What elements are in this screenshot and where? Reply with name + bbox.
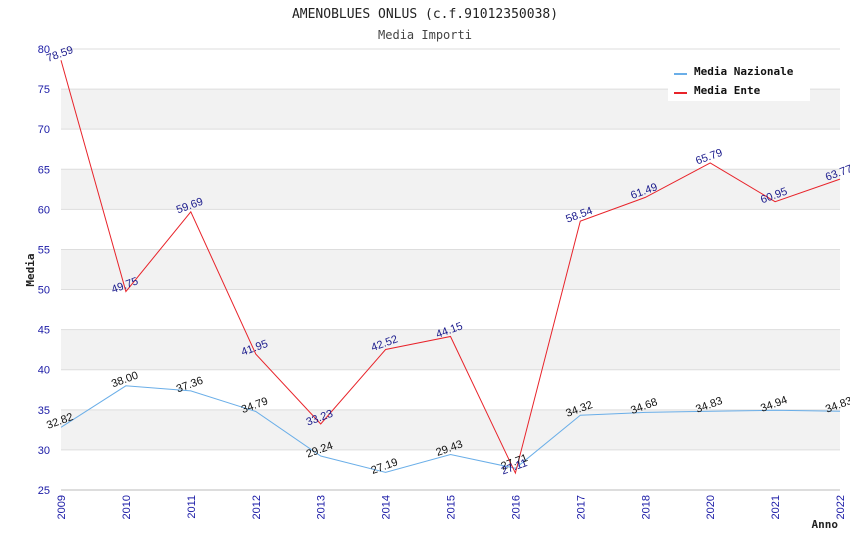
x-tick-label: 2021 xyxy=(770,495,782,519)
y-tick-label: 60 xyxy=(38,204,50,216)
series-line-media-ente xyxy=(60,60,841,475)
y-tick-label: 70 xyxy=(38,124,50,136)
data-label: 27.19 xyxy=(370,456,400,477)
legend-box xyxy=(668,60,810,101)
series-lines xyxy=(60,60,841,475)
legend: Media Nazionale Media Ente xyxy=(668,60,810,101)
y-tick-label: 65 xyxy=(38,164,50,176)
y-axis-ticks: 25 30 35 40 45 50 55 60 65 70 75 80 xyxy=(38,44,50,497)
x-tick-label: 2015 xyxy=(446,495,458,519)
legend-label-media-nazionale: Media Nazionale xyxy=(694,65,794,78)
legend-label-media-ente: Media Ente xyxy=(694,84,761,97)
grid-bands xyxy=(61,89,840,450)
data-label: 37.36 xyxy=(175,375,205,396)
chart-title: AMENOBLUES ONLUS (c.f.91012350038) xyxy=(292,7,558,22)
x-axis-ticks: 2009 2010 2011 2012 2013 2014 2015 2016 2017 2018… xyxy=(56,495,847,519)
x-tick-label: 2022 xyxy=(835,495,847,519)
y-tick-label: 50 xyxy=(38,285,50,297)
x-tick-label: 2009 xyxy=(56,495,68,519)
grid-band xyxy=(61,249,840,290)
y-tick-label: 45 xyxy=(38,325,50,337)
y-tick-label: 80 xyxy=(38,44,50,56)
x-tick-label: 2014 xyxy=(381,495,393,519)
x-tick-label: 2013 xyxy=(316,495,328,519)
y-tick-label: 40 xyxy=(38,365,50,377)
x-tick-label: 2010 xyxy=(121,495,133,519)
series-line-media-nazionale xyxy=(60,385,841,473)
y-tick-label: 30 xyxy=(38,445,50,457)
grid-band xyxy=(61,169,840,210)
x-tick-label: 2016 xyxy=(510,495,522,519)
y-tick-label: 35 xyxy=(38,405,50,417)
data-label: 38.00 xyxy=(110,370,140,391)
x-axis-label: Anno xyxy=(812,518,839,531)
x-tick-label: 2017 xyxy=(575,495,587,519)
x-tick-label: 2011 xyxy=(186,495,198,519)
x-tick-label: 2012 xyxy=(251,495,263,519)
y-tick-label: 25 xyxy=(38,485,50,497)
grid-band xyxy=(61,409,840,450)
y-axis-label: Media xyxy=(24,253,37,286)
data-label: 65.79 xyxy=(694,147,724,168)
x-tick-label: 2020 xyxy=(705,495,717,519)
y-tick-label: 55 xyxy=(38,244,50,256)
chart-subtitle: Media Importi xyxy=(378,28,472,42)
x-tick-label: 2018 xyxy=(640,495,652,519)
y-tick-label: 75 xyxy=(38,84,50,96)
